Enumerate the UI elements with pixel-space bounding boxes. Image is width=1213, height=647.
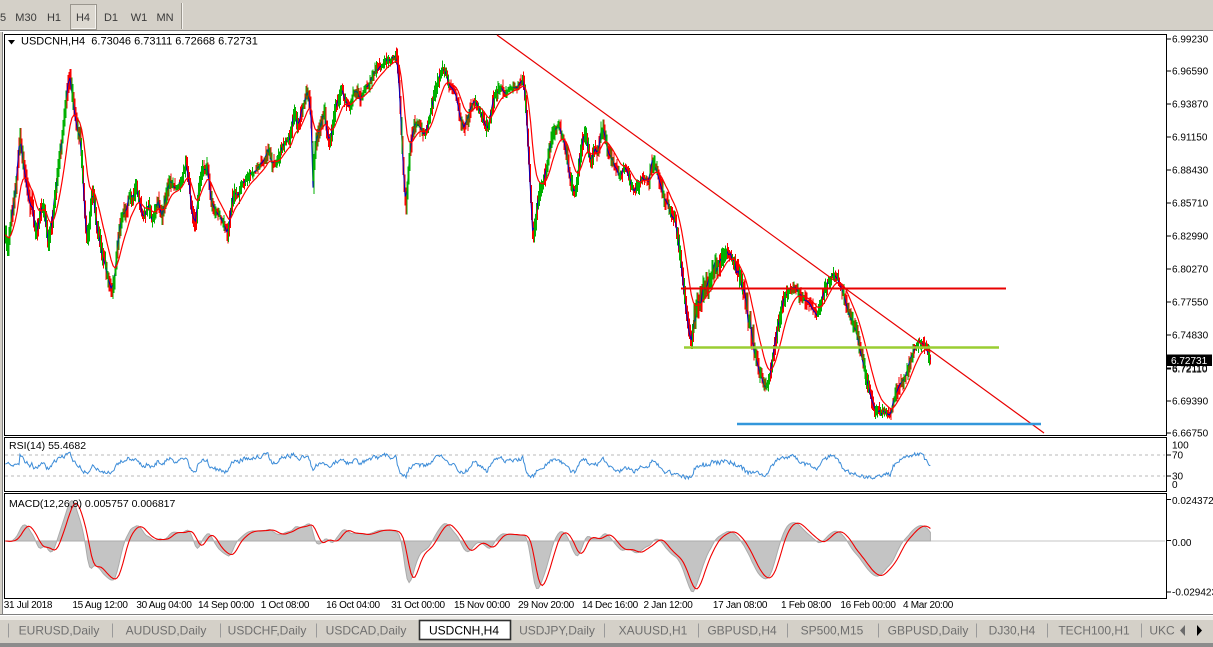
svg-text:UKC: UKC: [1149, 624, 1175, 638]
svg-text:30: 30: [1172, 472, 1184, 483]
svg-text:15 Aug 12:00: 15 Aug 12:00: [72, 600, 128, 611]
svg-text:6.88430: 6.88430: [1172, 166, 1209, 177]
svg-text:GBPUSD,H4: GBPUSD,H4: [707, 624, 777, 638]
svg-text:6.72110: 6.72110: [1172, 364, 1208, 375]
svg-text:USDCNH,H4: USDCNH,H4: [429, 624, 499, 638]
svg-text:6.66750: 6.66750: [1172, 429, 1209, 440]
svg-text:6.77550: 6.77550: [1172, 298, 1209, 309]
svg-text:DJ30,H4: DJ30,H4: [989, 624, 1036, 638]
svg-text:6.91150: 6.91150: [1172, 133, 1208, 144]
svg-text:29 Nov 20:00: 29 Nov 20:00: [518, 600, 575, 611]
svg-text:GBPUSD,Daily: GBPUSD,Daily: [888, 624, 969, 638]
svg-text:31 Oct 00:00: 31 Oct 00:00: [391, 600, 445, 611]
svg-text:15 Nov 00:00: 15 Nov 00:00: [454, 600, 511, 611]
svg-text:30 Aug 04:00: 30 Aug 04:00: [136, 600, 192, 611]
svg-text:0: 0: [1172, 480, 1178, 491]
svg-text:USDCHF,Daily: USDCHF,Daily: [228, 624, 307, 638]
svg-text:0.024372: 0.024372: [1172, 496, 1213, 507]
svg-text:0.00: 0.00: [1172, 538, 1192, 549]
svg-text:RSI(14) 55.4682: RSI(14) 55.4682: [9, 440, 86, 452]
svg-text:5: 5: [0, 12, 6, 24]
svg-text:XAUUSD,H1: XAUUSD,H1: [619, 624, 688, 638]
svg-text:6.72731: 6.72731: [1171, 356, 1208, 367]
svg-text:AUDUSD,Daily: AUDUSD,Daily: [126, 624, 207, 638]
svg-text:14 Sep 00:00: 14 Sep 00:00: [198, 600, 255, 611]
svg-text:W1: W1: [131, 12, 148, 24]
svg-text:6.93870: 6.93870: [1172, 100, 1209, 111]
svg-text:6.72110: 6.72110: [1172, 365, 1208, 376]
svg-text:6.80270: 6.80270: [1172, 265, 1209, 276]
svg-text:6.96590: 6.96590: [1172, 67, 1209, 78]
svg-text:TECH100,H1: TECH100,H1: [1058, 624, 1130, 638]
svg-text:M30: M30: [15, 12, 36, 24]
svg-text:USDCAD,Daily: USDCAD,Daily: [326, 624, 407, 638]
svg-text:H1: H1: [47, 12, 61, 24]
svg-text:EURUSD,Daily: EURUSD,Daily: [19, 624, 100, 638]
svg-text:MN: MN: [156, 12, 173, 24]
svg-text:70: 70: [1172, 451, 1184, 462]
svg-text:6.74830: 6.74830: [1172, 331, 1209, 342]
svg-text:31 Jul 2018: 31 Jul 2018: [4, 600, 53, 611]
svg-text:USDJPY,Daily: USDJPY,Daily: [519, 624, 595, 638]
svg-text:SP500,M15: SP500,M15: [801, 624, 864, 638]
svg-text:2 Jan 12:00: 2 Jan 12:00: [644, 600, 694, 611]
svg-text:MACD(12,26,9) 0.005757 0.00681: MACD(12,26,9) 0.005757 0.006817: [9, 498, 176, 510]
svg-text:16 Oct 04:00: 16 Oct 04:00: [326, 600, 380, 611]
svg-text:H4: H4: [76, 12, 90, 24]
svg-text:6.85710: 6.85710: [1172, 199, 1209, 210]
svg-text:USDCNH,H4 6.73046 6.73111 6.7: USDCNH,H4 6.73046 6.73111 6.72668 6.7273…: [21, 36, 258, 48]
svg-text:6.69390: 6.69390: [1172, 397, 1209, 408]
svg-text:100: 100: [1172, 441, 1189, 452]
svg-text:-0.029423: -0.029423: [1172, 588, 1213, 599]
svg-text:17 Jan 08:00: 17 Jan 08:00: [713, 600, 768, 611]
svg-text:4 Mar 20:00: 4 Mar 20:00: [903, 600, 954, 611]
svg-text:1 Oct 08:00: 1 Oct 08:00: [261, 600, 310, 611]
svg-text:14 Dec 16:00: 14 Dec 16:00: [582, 600, 639, 611]
svg-text:6.82990: 6.82990: [1172, 232, 1209, 243]
svg-text:1 Feb 08:00: 1 Feb 08:00: [781, 600, 832, 611]
svg-text:16 Feb 00:00: 16 Feb 00:00: [840, 600, 896, 611]
svg-text:6.99230: 6.99230: [1172, 35, 1209, 46]
svg-text:D1: D1: [104, 12, 118, 24]
